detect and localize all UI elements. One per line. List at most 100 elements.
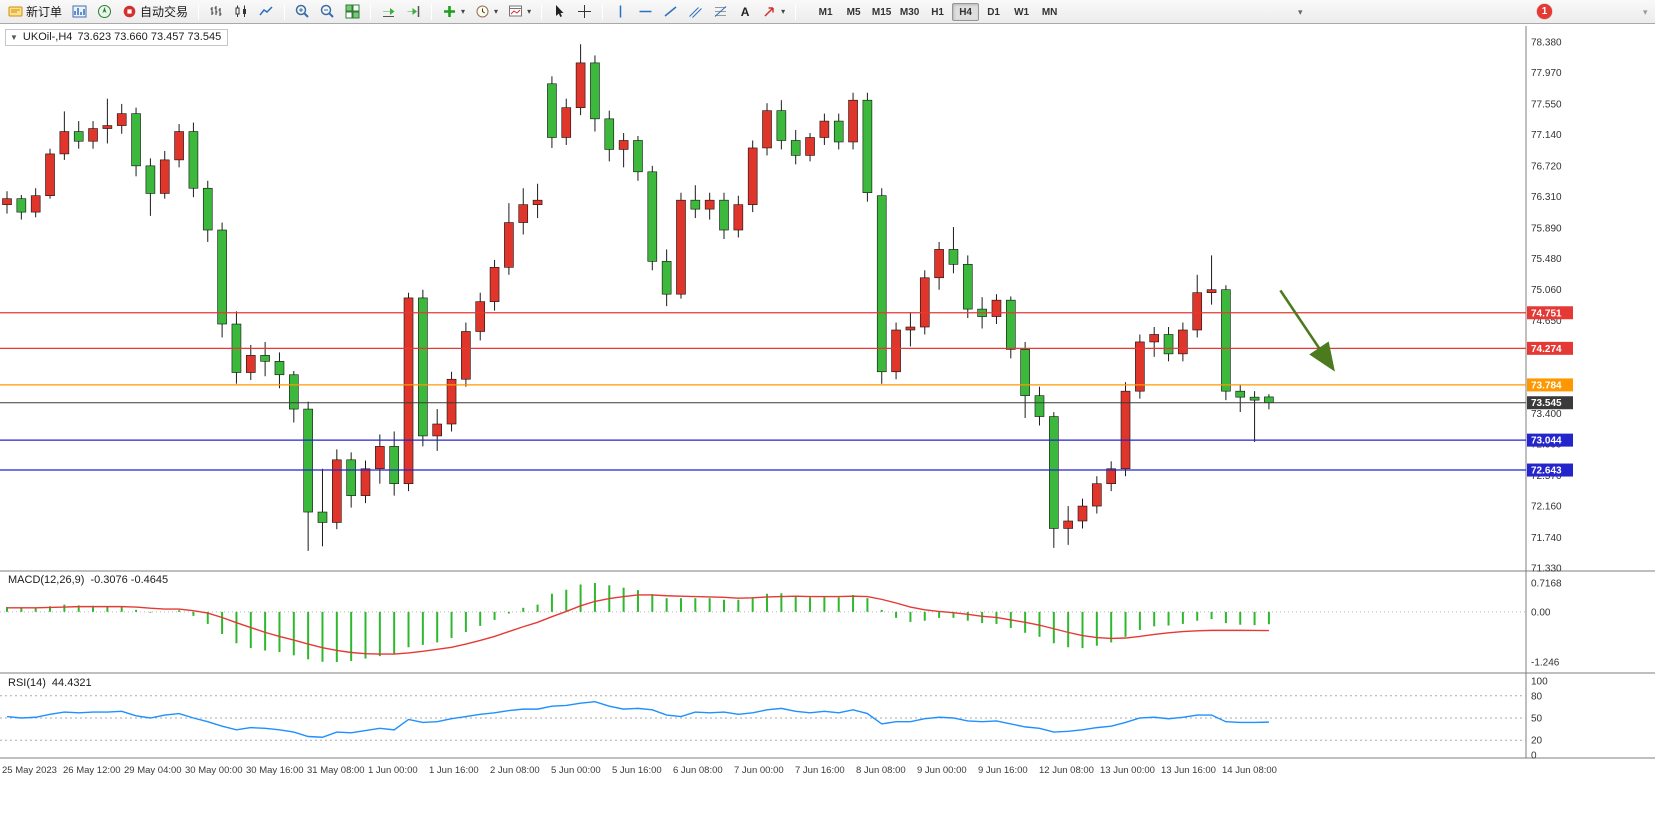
indicators-icon <box>444 6 456 17</box>
candle-body <box>805 137 815 156</box>
time-label: 5 Jun 00:00 <box>551 765 601 776</box>
candle-body <box>991 299 1002 317</box>
chart-ohlc-values: 73.623 73.660 73.457 73.545 <box>77 31 222 43</box>
candle-body <box>346 459 356 496</box>
auto-scroll-button[interactable] <box>377 2 400 22</box>
zoom-out-icon <box>320 4 334 18</box>
price-tick-label: 77.970 <box>1531 68 1562 79</box>
candle-body <box>403 297 414 484</box>
chevron-down-icon: ▾ <box>527 7 532 16</box>
candle-body <box>575 62 586 108</box>
timeframe-group: M1 M5 M15 M30 H1 H4 D1 W1 MN <box>812 2 1063 21</box>
one-click-trading-collapse-icon[interactable]: ▼ <box>10 32 18 42</box>
time-label: 30 May 16:00 <box>246 765 304 776</box>
price-box <box>1527 341 1573 355</box>
candle-body <box>518 204 529 223</box>
channel-icon <box>689 7 702 18</box>
zoom-out-button[interactable] <box>316 2 339 22</box>
chart-canvas[interactable]: 78.380 77.970 77.550 77.140 76.720 76.310 75.8… <box>0 24 1655 804</box>
candle-body <box>676 199 686 295</box>
time-axis[interactable]: 25 May 2023 26 May 12:00 29 May 04:00 30 Ma… <box>2 765 1277 776</box>
price-box-label: 72.643 <box>1531 466 1562 477</box>
notification-badge[interactable]: 1 <box>1537 4 1552 19</box>
candle-body <box>1235 390 1246 398</box>
macd-indicator-values: -0.3076 -0.4645 <box>90 574 169 586</box>
vertical-line-icon <box>619 5 622 18</box>
fibonacci-tool-button[interactable] <box>709 2 732 22</box>
trend-arrow[interactable] <box>1279 289 1335 372</box>
candle-body <box>948 249 959 265</box>
rsi-pane-label: RSI(14) 44.4321 <box>6 677 94 689</box>
window-chevron-icon[interactable]: ▾ <box>1643 7 1648 17</box>
fibonacci-icon <box>714 6 727 17</box>
chart-bars-button[interactable] <box>205 2 228 22</box>
rsi-line <box>6 701 1269 738</box>
chart-shift-icon <box>407 6 420 17</box>
cursor-button[interactable] <box>548 2 571 22</box>
timeframe-button-W1[interactable]: W1 <box>1014 6 1030 18</box>
vertical-line-tool-button[interactable] <box>609 2 632 22</box>
timeframe-button-H4[interactable]: H4 <box>952 2 980 21</box>
time-label: 14 Jun 08:00 <box>1222 765 1277 776</box>
timeframe-button-M5[interactable]: M5 <box>846 6 861 18</box>
navigator-button[interactable] <box>93 2 116 22</box>
indicators-list-button[interactable]: ▾ <box>438 2 469 22</box>
toolbar-separator <box>284 3 286 20</box>
timeframe-button-M15[interactable]: M15 <box>871 6 892 18</box>
chevron-down-icon: ▾ <box>461 7 466 16</box>
candle-body <box>1192 292 1203 331</box>
candle-body <box>73 131 84 142</box>
candle-body <box>1120 390 1131 470</box>
time-label: 1 Jun 00:00 <box>368 765 418 776</box>
text-tool-button[interactable]: A <box>734 2 756 22</box>
chart-line-button[interactable] <box>255 2 278 22</box>
candle-body <box>819 120 830 138</box>
horizontal-line-icon <box>639 10 652 13</box>
channel-tool-button[interactable] <box>684 2 707 22</box>
crosshair-button[interactable] <box>573 2 596 22</box>
market-watch-button[interactable] <box>68 2 91 22</box>
candle-body <box>905 326 916 331</box>
candle-body <box>16 198 27 213</box>
timeframe-button-H1[interactable]: H1 <box>931 6 944 18</box>
candle-body <box>1163 334 1174 355</box>
timeframe-button-D1[interactable]: D1 <box>987 6 1000 18</box>
toolbar-more-chevron[interactable]: ▾ <box>1298 7 1303 17</box>
arrows-tool-button[interactable]: ▾ <box>758 2 789 22</box>
candle-body <box>288 374 299 410</box>
candle-body <box>360 468 371 496</box>
new-order-button[interactable]: 新订单 <box>4 2 66 22</box>
periods-button[interactable]: ▾ <box>471 2 502 22</box>
chart-shift-button[interactable] <box>402 2 425 22</box>
clock-icon <box>476 5 489 18</box>
auto-trading-button[interactable]: 自动交易 <box>118 2 192 22</box>
candle-body <box>1178 329 1188 355</box>
auto-trading-label: 自动交易 <box>140 5 189 19</box>
chart-candles-button[interactable] <box>230 2 253 22</box>
candle-body <box>704 199 715 210</box>
rsi-indicator-value: 44.4321 <box>51 677 92 689</box>
price-axis[interactable]: 78.380 77.970 77.550 77.140 76.720 76.310 75.8… <box>1531 38 1562 575</box>
templates-button[interactable]: ▾ <box>504 2 535 22</box>
new-order-label: 新订单 <box>26 5 63 19</box>
candle-body <box>747 147 758 205</box>
timeframe-button-MN[interactable]: MN <box>1041 6 1058 18</box>
timeframe-button-M30[interactable]: M30 <box>899 6 920 18</box>
trendline-icon <box>664 6 677 17</box>
candle-body <box>1264 396 1274 404</box>
price-box-label: 73.044 <box>1531 436 1562 447</box>
time-label: 31 May 08:00 <box>307 765 365 776</box>
candle-body <box>891 329 901 373</box>
horizontal-line-tool-button[interactable] <box>634 2 657 22</box>
time-label: 25 May 2023 <box>2 765 57 776</box>
candle-body <box>561 107 572 138</box>
time-label: 2 Jun 08:00 <box>490 765 540 776</box>
zoom-in-button[interactable] <box>291 2 314 22</box>
timeframe-button-M1[interactable]: M1 <box>818 6 833 18</box>
candle-body <box>1034 395 1045 417</box>
rsi-axis-label: 20 <box>1531 736 1543 747</box>
trendline-tool-button[interactable] <box>659 2 682 22</box>
tile-windows-button[interactable] <box>341 2 364 22</box>
candle-body <box>934 249 944 279</box>
